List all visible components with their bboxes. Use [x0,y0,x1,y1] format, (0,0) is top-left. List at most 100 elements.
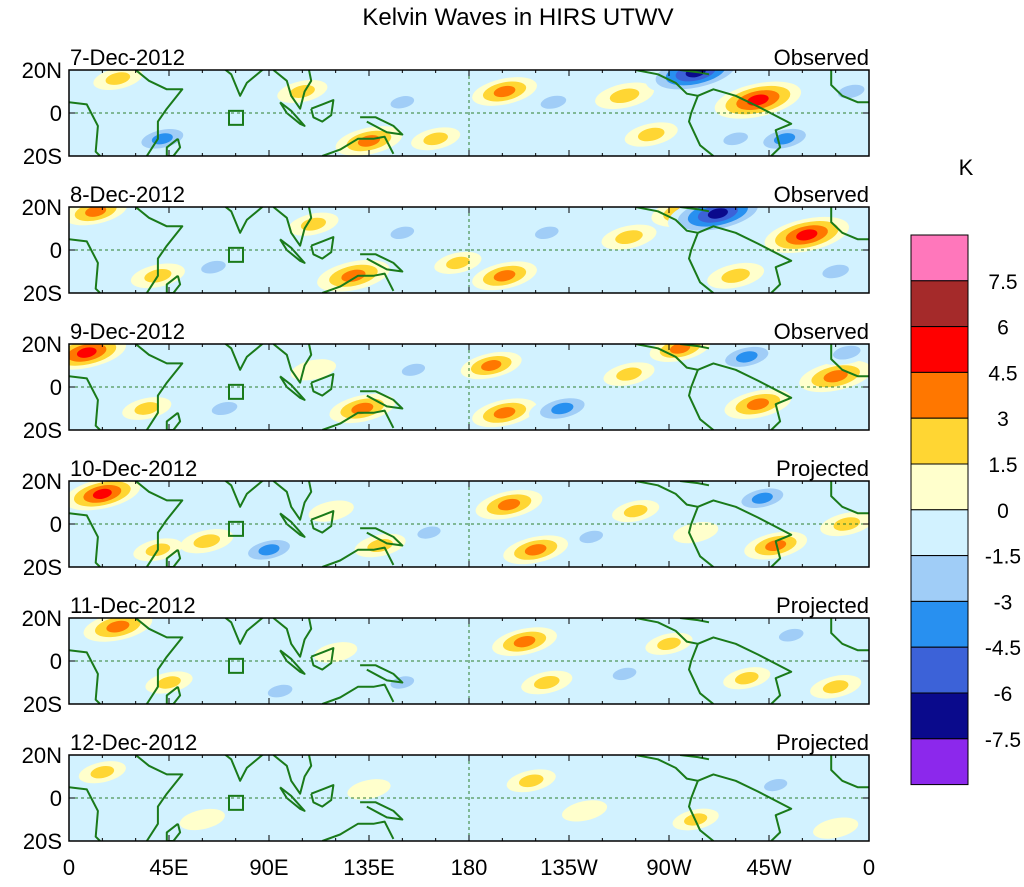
y-tick-label: 0 [50,238,62,263]
coastline [321,272,395,293]
coastline [360,664,404,684]
coastline [321,409,395,430]
coastline [279,238,306,264]
anomaly-contour [813,817,859,839]
coastlines [69,755,869,841]
coastline [279,101,306,127]
anomaly-contour [628,765,674,788]
panel-date: 7-Dec-2012 [70,45,185,70]
anomaly-blob [601,224,657,250]
coastline [360,527,404,547]
coastline [165,412,182,430]
anomaly-blob [69,207,128,226]
coastline [135,755,184,841]
anomaly-blob [390,358,437,381]
coastline [69,101,101,156]
anomaly-contour [351,402,374,415]
anomaly-blob [673,521,719,544]
coastline [321,135,395,156]
anomaly-contour [796,229,818,241]
anomaly-blob [603,362,655,386]
panel-status: Projected [776,456,869,481]
colorbar: K 7.5 6 4.5 3 1.5 0 -1.5 -3 -4.5 -6 -7.5 [910,155,1021,786]
coastline [272,207,313,247]
anomaly-contour [193,534,221,548]
x-tick-label: 45E [149,855,188,880]
anomaly-blob [813,817,859,839]
anomaly-blob [764,216,849,254]
anomaly-field [78,761,859,839]
y-tick-label: 20N [22,469,62,494]
y-tick-label: 20S [23,555,62,580]
anomaly-blob [810,675,862,699]
anomaly-blob [628,765,674,788]
anomaly-contour [534,226,559,239]
coastline [69,238,101,293]
anomaly-contour [179,808,225,831]
anomaly-contour [746,398,769,410]
anomaly-contour [341,269,366,282]
anomaly-contour [765,539,787,552]
anomaly-blob [199,396,251,421]
anomaly-contour [837,84,865,99]
coastline [360,801,404,821]
anomaly-blob [435,76,480,98]
anomaly-blob [472,261,537,291]
region-box-marker [228,794,244,811]
coastline [272,344,313,384]
anomaly-blob [714,344,780,372]
coastline [635,70,699,97]
anomaly-contour [76,347,97,358]
y-tick-label: 0 [50,101,62,126]
coastline [688,369,715,430]
anomaly-blob [506,769,556,793]
panel-1: 20N 0 20S 7-Dec-2012 Observed [22,45,870,169]
coastline [310,647,335,671]
anomaly-field [83,618,862,703]
anomaly-contour [314,642,358,663]
anomaly-blob [378,221,426,244]
anomaly-blob [472,398,537,428]
anomaly-contour [833,345,861,360]
y-tick-label: 0 [50,786,62,811]
colorbar-swatch [910,234,969,282]
anomaly-blob [723,667,771,690]
colorbar-label: -3 [994,591,1013,614]
anomaly-contour [85,207,107,217]
y-tick-label: 20S [23,144,62,169]
panel-date: 9-Dec-2012 [70,319,185,344]
anomaly-contour [623,504,648,518]
colorbar-label: -1.5 [985,546,1021,569]
coastline [310,373,335,397]
coastline [697,225,793,293]
y-tick-label: 20N [22,195,62,220]
coastline [321,683,395,704]
anomaly-contour [609,88,640,104]
anomaly-blob [567,525,615,548]
coastline [69,649,101,704]
coastline [688,643,715,704]
anomaly-blob [711,127,761,151]
y-tick-label: 20N [22,606,62,631]
anomaly-contour [822,264,849,279]
coastline [69,512,101,567]
anomaly-field [69,207,863,292]
chart-title: Kelvin Waves in HIRS UTWV [362,4,673,31]
coastline [688,506,715,567]
coastline [224,344,265,371]
coastline [272,70,313,110]
panel-6: 20N 0 20S 12-Dec-2012 Projected [22,730,870,854]
panel-date: 12-Dec-2012 [70,730,197,755]
y-tick-label: 0 [50,649,62,674]
coastlines [69,70,869,156]
units-label: K [959,155,974,180]
anomaly-blob [460,351,522,380]
panel-status: Projected [776,593,869,618]
anomaly-contour [616,367,642,381]
y-tick-label: 0 [50,512,62,537]
anomaly-blob [314,642,358,663]
coastline [635,344,699,371]
anomaly-contour [751,492,773,504]
anomaly-blob [595,82,655,110]
